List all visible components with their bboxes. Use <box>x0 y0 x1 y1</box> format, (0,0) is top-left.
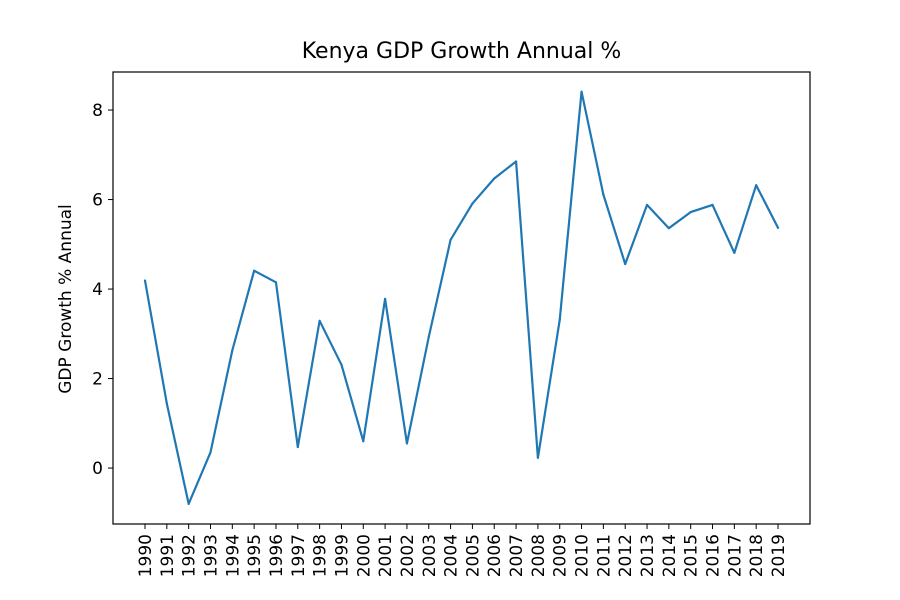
y-axis-label: GDP Growth % Annual <box>56 204 76 394</box>
data-point <box>449 238 452 241</box>
data-point <box>143 279 147 282</box>
data-point <box>362 440 365 443</box>
data-point <box>602 193 605 196</box>
x-tick-label: 1999 <box>332 534 352 577</box>
x-tick-label: 2003 <box>420 534 440 577</box>
data-point <box>733 251 736 254</box>
data-point <box>776 226 780 229</box>
data-point <box>471 202 474 205</box>
axes-frame <box>112 71 811 525</box>
data-point <box>711 203 714 207</box>
data-point <box>667 227 670 230</box>
series-line <box>143 90 780 505</box>
x-tick-label: 2007 <box>507 534 527 577</box>
x-tick-label: 1991 <box>158 534 178 577</box>
data-point <box>253 269 256 272</box>
x-tick-label: 2005 <box>463 534 483 577</box>
data-point <box>231 349 234 352</box>
y-tick-label: 8 <box>92 101 103 121</box>
series-group <box>143 90 780 505</box>
x-tick-label: 1994 <box>223 534 243 577</box>
x-tick-label: 1993 <box>201 534 221 577</box>
x-tick-label: 1998 <box>311 534 331 577</box>
data-point <box>755 184 758 187</box>
x-tick-label: 1997 <box>289 534 309 577</box>
data-point <box>645 203 649 207</box>
x-tick-label: 2009 <box>551 534 571 577</box>
x-tick-label: 2015 <box>682 534 702 577</box>
x-tick-label: 2011 <box>594 534 614 577</box>
data-point <box>165 402 168 405</box>
data-point <box>274 281 278 284</box>
x-tick-label: 2018 <box>747 534 767 577</box>
x-tick-label: 2001 <box>376 534 396 577</box>
x-tick-label: 2014 <box>660 534 680 577</box>
y-tick-label: 6 <box>92 191 103 211</box>
x-tick-label: 2000 <box>354 534 374 577</box>
data-point <box>340 363 343 366</box>
data-point <box>384 297 387 300</box>
chart-title: Kenya GDP Growth Annual % <box>302 39 622 64</box>
y-tick-label: 2 <box>92 370 103 390</box>
y-tick-label: 4 <box>92 280 103 300</box>
y-tick-label: 0 <box>92 459 103 479</box>
x-tick-label: 2017 <box>725 534 745 577</box>
x-tick-label: 2004 <box>442 534 462 577</box>
data-point <box>558 318 561 322</box>
x-tick-label: 2016 <box>704 534 724 577</box>
x-tick-label: 1996 <box>267 534 287 577</box>
y-ticks: 0 2 4 6 8 <box>92 101 113 479</box>
data-point <box>318 319 321 322</box>
x-tick-label: 2002 <box>398 534 418 577</box>
x-tick-label: 2019 <box>769 534 789 577</box>
data-point <box>296 445 299 449</box>
data-point <box>514 160 518 163</box>
x-tick-label: 1990 <box>136 534 156 577</box>
x-tick-label: 2010 <box>573 534 593 577</box>
x-tick-label: 1995 <box>245 534 265 577</box>
data-point <box>405 442 409 445</box>
x-ticks: 1990 1991 1992 1993 1994 1995 1996 1997 1998 1999… <box>136 524 789 577</box>
data-point <box>209 451 212 454</box>
x-tick-label: 2008 <box>529 534 549 577</box>
data-point <box>493 177 496 180</box>
data-point <box>580 90 583 93</box>
data-point <box>624 262 627 266</box>
x-tick-label: 2013 <box>638 534 658 577</box>
x-tick-label: 2012 <box>616 534 636 577</box>
x-tick-label: 1992 <box>180 534 200 577</box>
data-point <box>427 335 430 339</box>
x-tick-label: 2006 <box>485 534 505 577</box>
data-point <box>187 502 190 505</box>
data-point <box>689 210 692 214</box>
data-point <box>536 456 539 459</box>
